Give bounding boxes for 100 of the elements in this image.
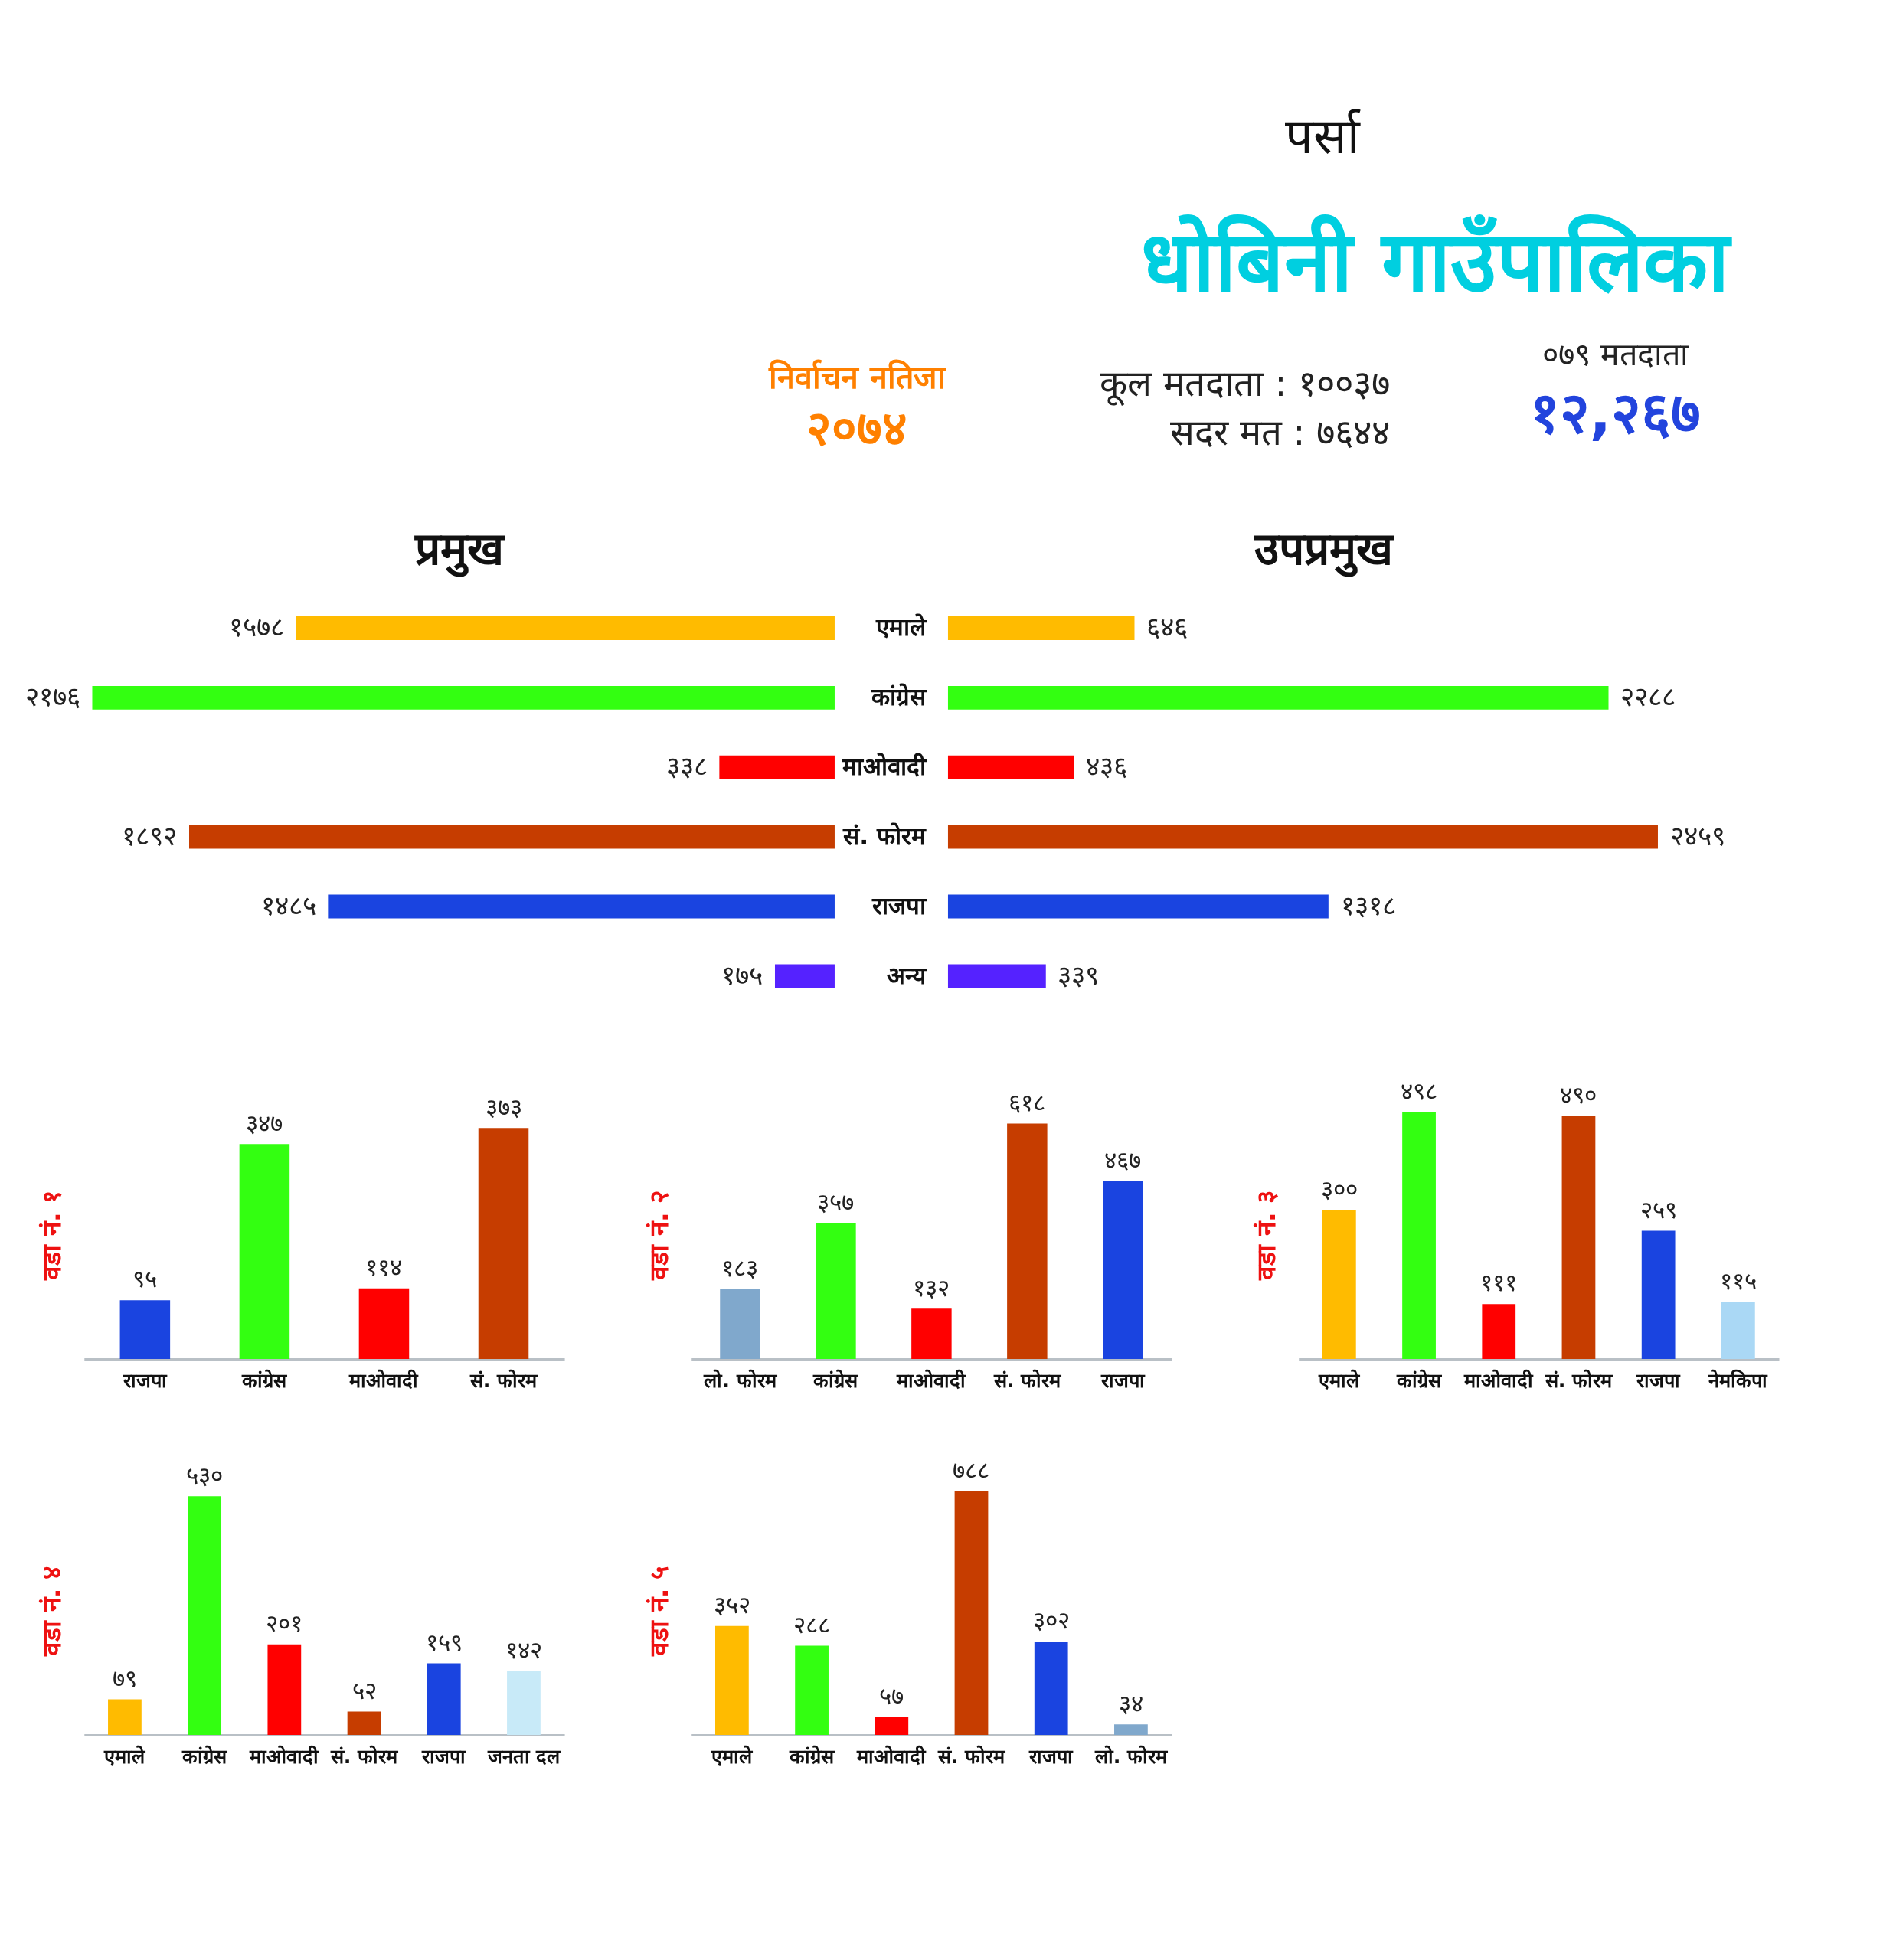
x-tick-label: कांग्रेस <box>812 1368 860 1392</box>
x-tick-label: कांग्रेस <box>789 1744 836 1768</box>
data-label: ४३६ <box>1086 750 1128 782</box>
bar <box>954 1491 989 1736</box>
bar <box>1561 1116 1596 1359</box>
bar <box>1641 1230 1676 1359</box>
text: वडा नं. ३ <box>1251 1190 1282 1281</box>
x-tick-label: कांग्रेस <box>241 1368 289 1392</box>
data-label: २२८८ <box>1620 681 1676 713</box>
data-label: २८८ <box>793 1610 831 1638</box>
data-label: ३७३ <box>485 1093 522 1121</box>
text: ०७९ मतदाता <box>1542 336 1689 374</box>
x-tick-label: सं. फोरम <box>329 1744 400 1768</box>
bar <box>875 1717 909 1736</box>
bar <box>507 1671 541 1736</box>
data-label: ५२ <box>351 1676 377 1704</box>
data-label: ३०२ <box>1032 1606 1070 1635</box>
y-tick-label: अन्य <box>887 961 928 989</box>
text: २०७४ <box>806 400 908 457</box>
bar <box>947 616 1135 640</box>
x-tick-label: एमाले <box>103 1744 147 1768</box>
x-tick-label: जनता दल <box>486 1744 562 1768</box>
text: १२,२६७ <box>1529 380 1701 447</box>
bar <box>108 1699 142 1736</box>
bar <box>347 1711 381 1736</box>
y-tick-label: राजपा <box>871 891 928 920</box>
data-label: ३३८ <box>665 750 708 782</box>
bar <box>947 894 1329 919</box>
data-label: ११५ <box>1719 1266 1757 1295</box>
bar <box>1103 1181 1143 1359</box>
data-label: ३५७ <box>817 1187 855 1216</box>
chart-title: उपप्रमुख <box>1253 521 1394 577</box>
bar <box>1402 1112 1436 1359</box>
bar <box>1114 1724 1148 1736</box>
bar <box>715 1625 749 1736</box>
bar <box>189 825 835 849</box>
x-tick-label: राजपा <box>421 1744 467 1768</box>
data-label: ३०० <box>1320 1175 1358 1204</box>
data-label: १४८५ <box>260 889 316 921</box>
y-tick-label: माओवादी <box>842 753 928 781</box>
text: सदर मत : ७६४४ <box>1169 411 1391 454</box>
bar <box>427 1663 461 1736</box>
bar <box>239 1144 290 1359</box>
bar <box>795 1645 829 1736</box>
data-label: ३४ <box>1118 1689 1143 1717</box>
x-tick-label: एमाले <box>711 1744 754 1768</box>
data-label: ६४६ <box>1146 611 1188 643</box>
data-label: १८३ <box>721 1254 759 1282</box>
data-label: २५९ <box>1640 1195 1677 1223</box>
bar <box>92 685 835 710</box>
data-label: ९५ <box>132 1265 158 1293</box>
bar <box>1034 1641 1068 1736</box>
bar <box>478 1128 529 1359</box>
x-tick-label: लो. फोरम <box>703 1368 778 1392</box>
x-tick-label: राजपा <box>1636 1368 1682 1392</box>
x-tick-label: माओवादी <box>348 1368 420 1392</box>
x-tick-label: लो. फोरम <box>1094 1744 1169 1768</box>
y-tick-label: सं. फोरम <box>842 822 927 850</box>
data-label: ६१८ <box>1009 1088 1046 1116</box>
bar <box>1482 1304 1516 1359</box>
data-label: ५७ <box>879 1682 904 1710</box>
x-tick-label: सं. फोरम <box>1544 1368 1614 1392</box>
data-label: ४९८ <box>1401 1077 1438 1106</box>
data-label: ४९० <box>1560 1081 1597 1109</box>
x-tick-label: नेमकिपा <box>1708 1368 1769 1392</box>
data-label: १५७८ <box>229 611 285 643</box>
bar <box>358 1288 410 1359</box>
bar <box>1322 1210 1356 1359</box>
bar <box>947 685 1609 710</box>
x-tick-label: एमाले <box>1318 1368 1362 1392</box>
y-tick-label: कांग्रेस <box>871 683 928 711</box>
bar <box>816 1223 856 1359</box>
data-label: १३१८ <box>1340 889 1396 921</box>
data-label: १३२ <box>913 1273 950 1302</box>
bar <box>911 1308 952 1359</box>
text: पर्सा <box>1285 106 1362 165</box>
bar <box>947 825 1658 849</box>
bar <box>119 1300 171 1359</box>
x-tick-label: राजपा <box>122 1368 168 1392</box>
text: धोबिनी गाउँपालिका <box>1140 213 1733 312</box>
x-tick-label: राजपा <box>1028 1744 1074 1768</box>
bar <box>188 1496 222 1736</box>
data-label: २४५९ <box>1669 819 1725 851</box>
x-tick-label: कांग्रेस <box>181 1744 229 1768</box>
text: वडा नं. २ <box>644 1190 675 1281</box>
data-label: २०१ <box>266 1609 303 1638</box>
x-tick-label: कांग्रेस <box>1396 1368 1443 1392</box>
data-label: १५९ <box>425 1628 463 1656</box>
data-label: १८९२ <box>122 819 178 851</box>
bar <box>267 1644 302 1736</box>
x-tick-label: माओवादी <box>1463 1368 1535 1392</box>
data-label: ३५२ <box>713 1591 750 1619</box>
data-label: ४६७ <box>1104 1145 1142 1174</box>
text: निर्वाचन नतिजा <box>768 358 947 396</box>
bar <box>719 755 835 779</box>
data-label: ३४७ <box>246 1109 283 1137</box>
bar <box>947 755 1074 779</box>
data-label: ५३० <box>186 1461 224 1489</box>
chart-title: प्रमुख <box>414 521 505 577</box>
text: कूल मतदाता : १००३७ <box>1099 362 1391 407</box>
